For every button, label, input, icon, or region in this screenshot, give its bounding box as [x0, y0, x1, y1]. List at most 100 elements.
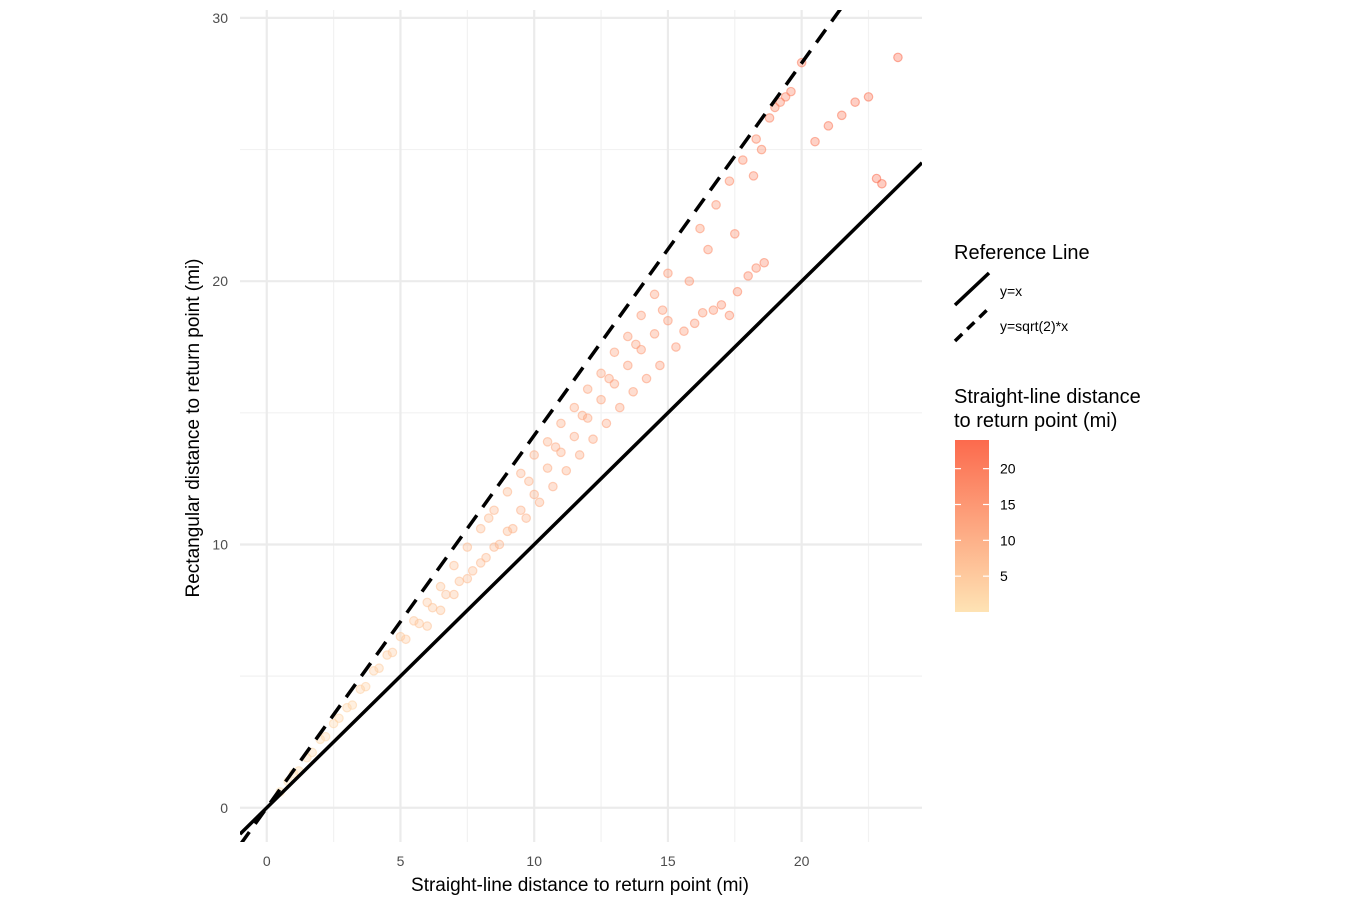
data-point	[467, 566, 478, 576]
data-point	[422, 621, 433, 631]
data-point	[724, 310, 735, 321]
color-bar-tick-label: 15	[1000, 497, 1016, 513]
data-point	[601, 418, 612, 429]
y-tick-label: 0	[220, 800, 228, 816]
data-point	[655, 360, 665, 371]
data-point	[893, 52, 903, 63]
data-point	[441, 589, 451, 600]
data-point	[738, 155, 748, 165]
color-bar-tick-label: 5	[1000, 568, 1008, 584]
color-bar-tick-label: 20	[1000, 461, 1016, 477]
data-point	[355, 684, 366, 695]
data-point	[494, 539, 505, 550]
y-axis-title: Rectangular distance to return point (mi…	[183, 259, 204, 598]
data-point	[759, 257, 770, 268]
data-point	[850, 97, 860, 107]
data-point	[711, 200, 721, 210]
data-point	[516, 468, 526, 479]
legend-key-solid	[953, 271, 991, 307]
y-tick-label: 10	[212, 536, 228, 552]
data-point	[695, 223, 705, 234]
data-point	[489, 542, 499, 552]
data-point	[334, 713, 344, 724]
data-point	[320, 731, 331, 742]
color-scale-title-line2: to return point (mi)	[954, 410, 1117, 432]
data-point	[462, 573, 473, 584]
data-point	[697, 307, 708, 318]
data-point	[836, 110, 847, 121]
data-point	[502, 526, 513, 537]
data-point	[663, 268, 673, 279]
y-tick-label: 30	[212, 10, 228, 26]
data-point	[502, 487, 513, 497]
data-point	[609, 347, 620, 358]
data-point	[863, 92, 874, 102]
data-point	[449, 589, 459, 600]
x-tick-label: 0	[263, 853, 271, 869]
grid	[240, 10, 922, 842]
data-point	[631, 339, 641, 350]
reference-line-dashed	[240, 10, 842, 842]
data-point	[623, 331, 633, 342]
y-tick-label: 20	[212, 273, 228, 289]
data-point	[548, 481, 558, 492]
data-point	[569, 431, 580, 442]
data-point	[574, 450, 585, 460]
data-point	[716, 300, 727, 310]
data-point	[489, 505, 499, 516]
x-tick-label: 5	[397, 853, 405, 869]
data-point	[524, 476, 534, 487]
data-points	[275, 52, 903, 797]
data-point	[561, 465, 572, 476]
data-point	[342, 702, 352, 713]
data-point	[449, 560, 459, 571]
data-point	[708, 305, 719, 315]
data-point	[671, 342, 681, 352]
legend-key-dashed	[953, 306, 991, 343]
data-point	[641, 373, 652, 384]
data-point	[454, 576, 465, 587]
data-point	[628, 386, 638, 397]
data-point	[483, 513, 494, 523]
data-point	[649, 329, 660, 339]
data-point	[569, 402, 580, 413]
axis-ticks: 0 5 10 15 20 0 10 20 30	[212, 10, 809, 869]
color-bar-ticks: 5 10 15 20	[955, 461, 1016, 584]
x-tick-label: 10	[526, 853, 542, 869]
x-tick-label: 20	[794, 853, 810, 869]
color-scale-legend: Straight-line distance to return point (…	[954, 386, 1141, 612]
data-point	[663, 315, 673, 326]
reference-lines	[240, 10, 922, 842]
data-point	[360, 681, 371, 692]
data-point	[748, 171, 759, 181]
data-point	[462, 542, 473, 552]
data-point	[374, 663, 384, 674]
reference-line-legend-title: Reference Line	[954, 242, 1090, 264]
reference-line-solid	[240, 161, 922, 836]
data-point	[614, 402, 625, 413]
data-point	[550, 442, 561, 452]
data-point	[732, 286, 743, 297]
data-point	[596, 368, 606, 379]
reference-line-legend: Reference Line y=x y=sqrt(2)*x	[953, 242, 1090, 343]
color-scale-title-line1: Straight-line distance	[954, 386, 1141, 408]
data-point	[689, 318, 700, 329]
data-point	[823, 121, 834, 131]
data-point	[435, 581, 446, 592]
data-point	[724, 176, 735, 186]
data-point	[516, 505, 526, 516]
data-point	[435, 605, 446, 616]
data-point	[703, 244, 713, 255]
data-point	[542, 463, 553, 473]
data-point	[780, 92, 791, 102]
data-point	[679, 326, 689, 337]
data-point	[529, 489, 539, 500]
legend-label-sqrt2: y=sqrt(2)*x	[1000, 318, 1068, 334]
x-tick-label: 15	[660, 853, 676, 869]
data-point	[743, 271, 753, 281]
data-point	[604, 373, 614, 384]
data-point	[636, 310, 646, 321]
data-point	[387, 647, 398, 658]
x-axis-title: Straight-line distance to return point (…	[411, 875, 749, 896]
